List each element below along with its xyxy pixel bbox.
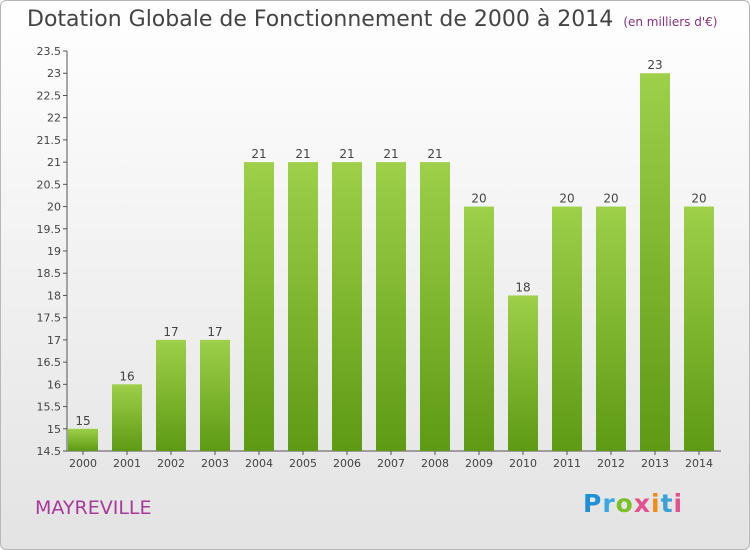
x-tick-label-2005: 2005 — [289, 457, 317, 470]
bar-2004 — [244, 162, 274, 451]
y-tick-label: 17 — [47, 334, 61, 347]
bar-2005 — [288, 162, 318, 451]
proxiti-logo[interactable]: Proxiti — [583, 489, 684, 518]
y-tick-label: 18 — [47, 289, 61, 302]
value-label-2009: 20 — [471, 192, 486, 206]
x-tick-label-2008: 2008 — [421, 457, 449, 470]
x-tick-label-2003: 2003 — [201, 457, 229, 470]
chart-unit: (en milliers d'€) — [623, 15, 718, 29]
y-tick-label: 14.5 — [37, 445, 62, 458]
value-label-2003: 17 — [207, 325, 222, 339]
value-label-2013: 23 — [647, 58, 662, 72]
y-tick-label: 15 — [47, 423, 61, 436]
y-tick-label: 17.5 — [37, 312, 62, 325]
y-tick-label: 18.5 — [37, 267, 62, 280]
x-tick-label-2013: 2013 — [641, 457, 669, 470]
value-label-2000: 15 — [75, 414, 90, 428]
bar-2010 — [508, 295, 538, 451]
y-tick-label: 21 — [47, 156, 61, 169]
bar-2013 — [640, 73, 670, 451]
x-tick-label-2000: 2000 — [69, 457, 97, 470]
y-tick-label: 20 — [47, 201, 61, 214]
y-tick-label: 20.5 — [37, 178, 62, 191]
y-tick-label: 16.5 — [37, 356, 62, 369]
y-tick-label: 19 — [47, 245, 61, 258]
chart-title: Dotation Globale de Fonctionnement de 20… — [27, 7, 614, 32]
y-tick-label: 22.5 — [37, 89, 62, 102]
x-tick-label-2004: 2004 — [245, 457, 273, 470]
bar-2002 — [156, 339, 186, 451]
y-tick-label: 23 — [47, 67, 61, 80]
value-label-2005: 21 — [295, 147, 310, 161]
y-tick-label: 16 — [47, 378, 61, 391]
value-label-2007: 21 — [383, 147, 398, 161]
y-tick-label: 15.5 — [37, 401, 62, 414]
bar-2006 — [332, 162, 362, 451]
y-tick-label: 19.5 — [37, 223, 62, 236]
x-tick-label-2014: 2014 — [685, 457, 713, 470]
x-tick-label-2012: 2012 — [597, 457, 625, 470]
bar-2007 — [376, 162, 406, 451]
x-tick-label-2011: 2011 — [553, 457, 581, 470]
bar-2009 — [464, 206, 494, 451]
value-label-2012: 20 — [603, 192, 618, 206]
value-label-2010: 18 — [515, 280, 530, 294]
bar-2003 — [200, 339, 230, 451]
y-tick-label: 23.5 — [37, 45, 62, 58]
bar-2008 — [420, 162, 450, 451]
y-tick-label: 22 — [47, 112, 61, 125]
y-tick-label: 21.5 — [37, 134, 62, 147]
x-tick-label-2006: 2006 — [333, 457, 361, 470]
value-label-2008: 21 — [427, 147, 442, 161]
value-label-2011: 20 — [559, 192, 574, 206]
x-tick-label-2009: 2009 — [465, 457, 493, 470]
title-row: Dotation Globale de Fonctionnement de 20… — [27, 7, 717, 32]
value-label-2014: 20 — [691, 192, 706, 206]
bar-2014 — [684, 206, 714, 451]
bar-2001 — [112, 384, 142, 451]
bar-2012 — [596, 206, 626, 451]
commune-name: MAYREVILLE — [35, 497, 152, 519]
value-label-2004: 21 — [251, 147, 266, 161]
bar-2011 — [552, 206, 582, 451]
value-label-2002: 17 — [163, 325, 178, 339]
value-label-2001: 16 — [119, 369, 134, 383]
bar-2000 — [68, 428, 98, 451]
x-tick-label-2001: 2001 — [113, 457, 141, 470]
value-label-2006: 21 — [339, 147, 354, 161]
x-tick-label-2007: 2007 — [377, 457, 405, 470]
x-tick-label-2002: 2002 — [157, 457, 185, 470]
x-tick-label-2010: 2010 — [509, 457, 537, 470]
